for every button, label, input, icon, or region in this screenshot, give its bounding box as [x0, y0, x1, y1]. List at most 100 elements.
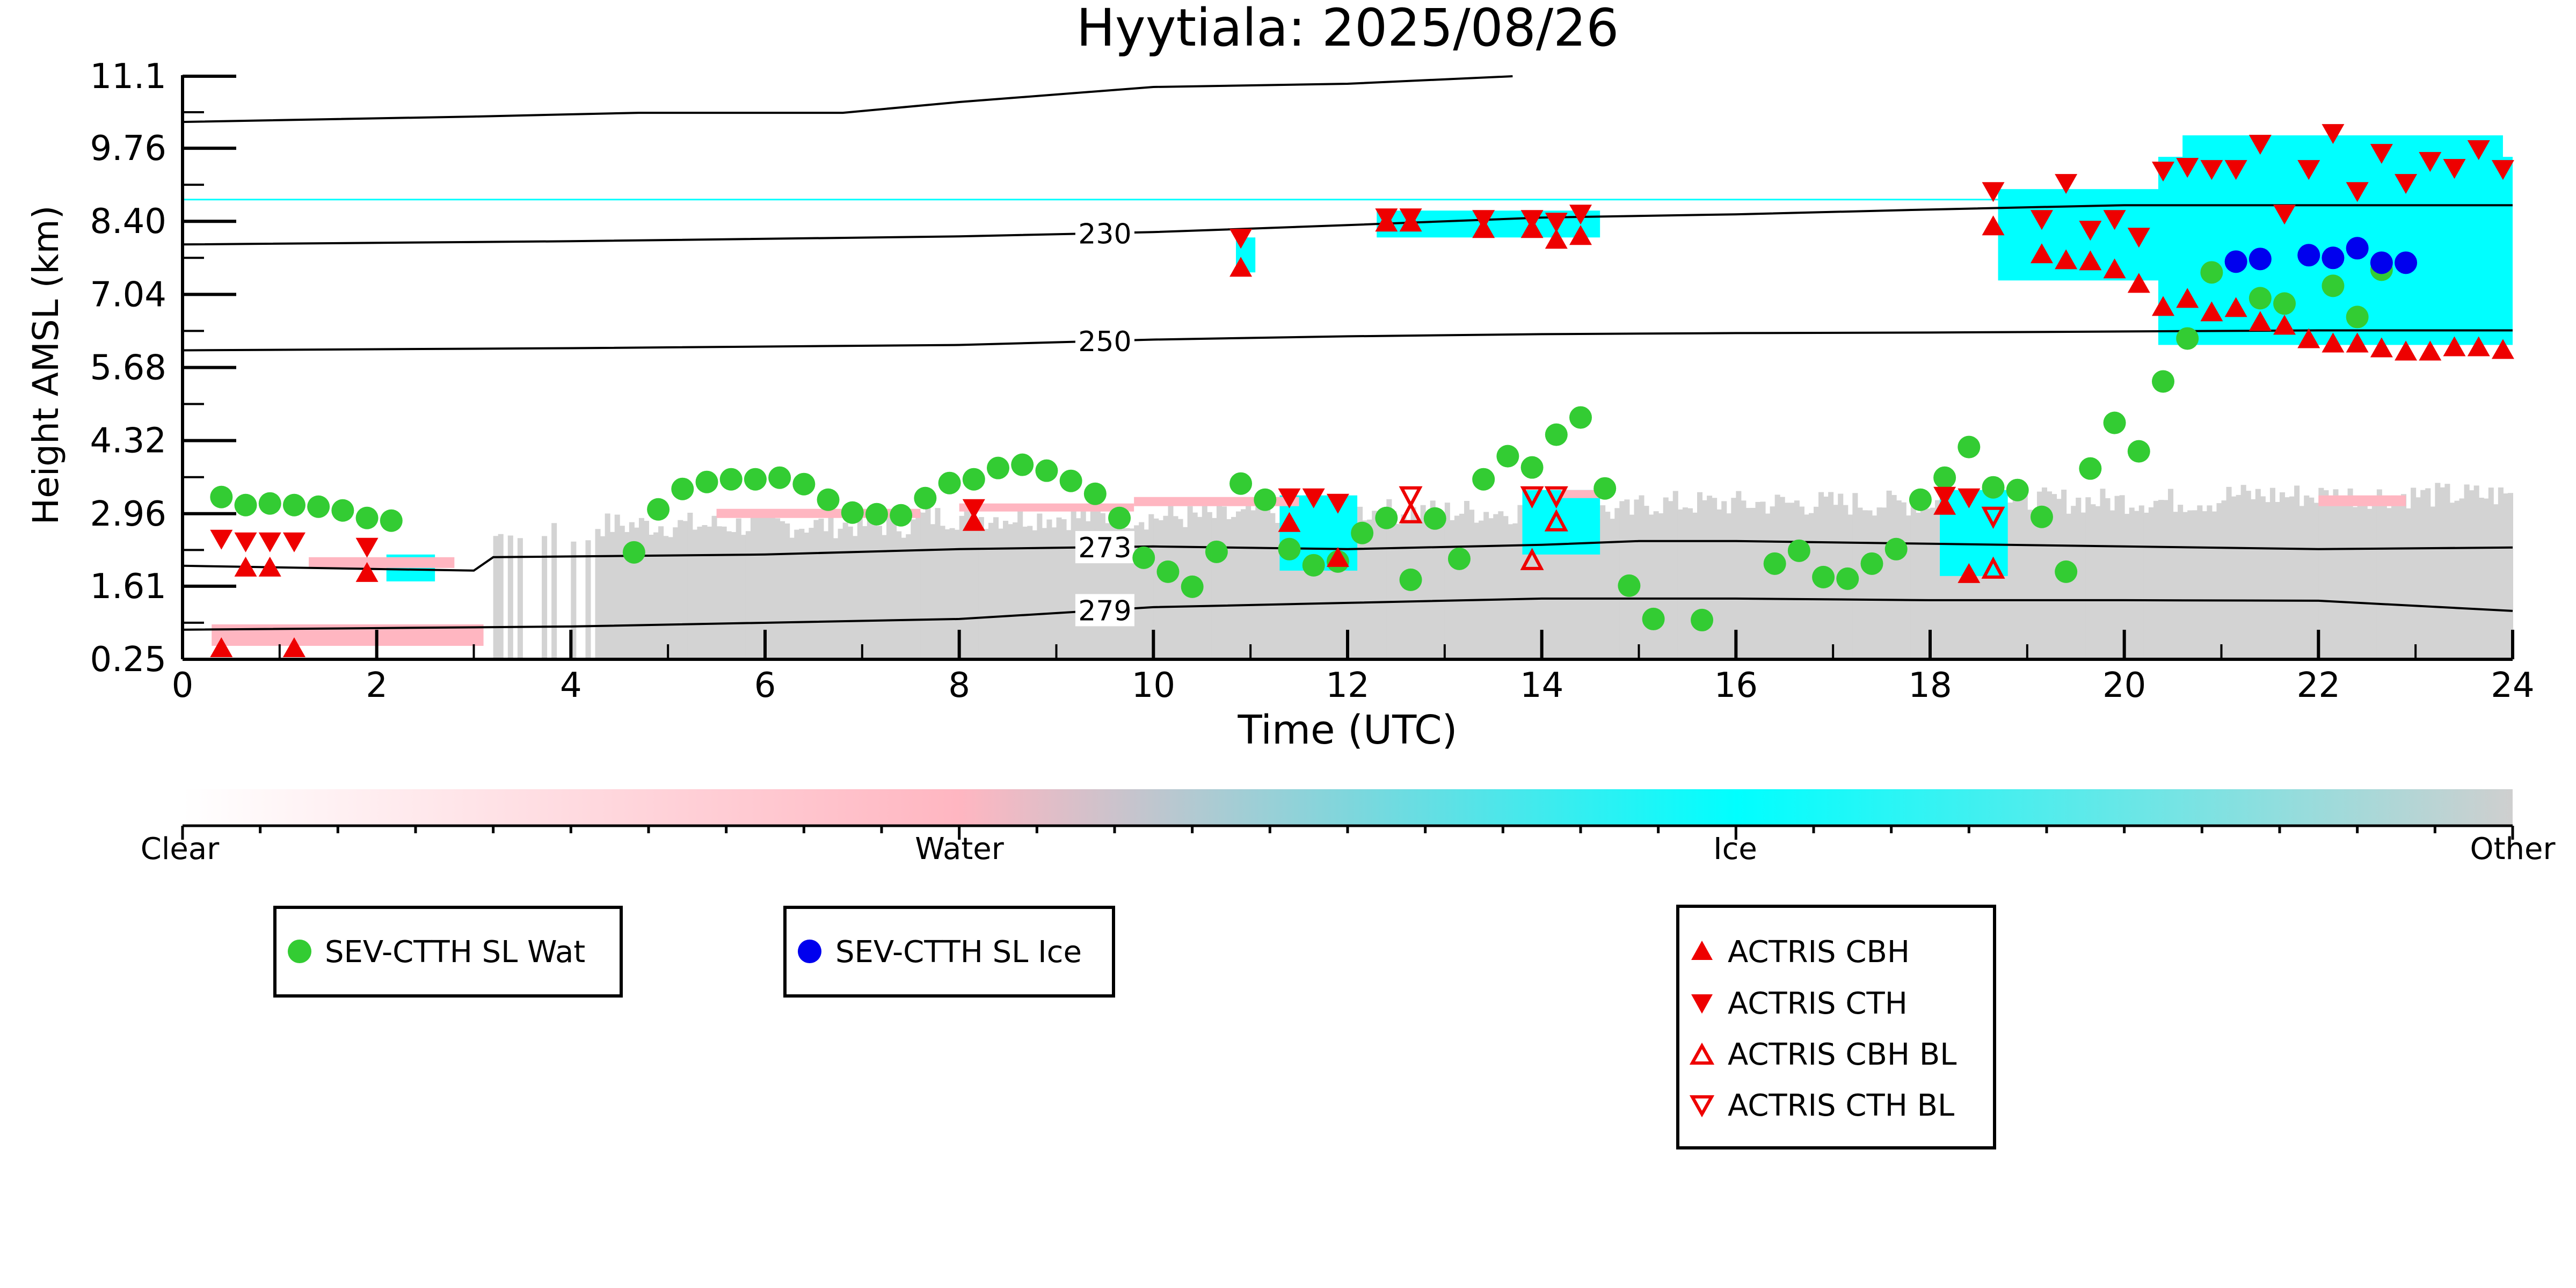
sev-ctth-sl-wat-point [1254, 488, 1277, 511]
other-class-column [1969, 514, 1975, 659]
actris-cbh-bl-point [1544, 509, 1568, 532]
other-class-column [1430, 500, 1436, 659]
sev-ctth-sl-wat-point [695, 470, 718, 493]
other-class-column [1876, 507, 1882, 659]
sev-ctth-sl-wat-point [234, 493, 257, 516]
other-class-column [1614, 508, 1620, 659]
other-class-column [1726, 513, 1732, 659]
marker-layer [210, 124, 2514, 657]
actris-cbh-point [962, 511, 985, 531]
other-class-column [770, 515, 776, 659]
water-class-region [1561, 490, 1600, 498]
other-class-column [1731, 498, 1737, 659]
other-class-column [1304, 504, 1309, 659]
sev-ctth-sl-wat-point [671, 477, 694, 500]
other-class-column [2022, 490, 2028, 659]
colorbar: Clear Water Ice Other [141, 789, 2556, 867]
actris-cth-bl-point [1520, 486, 1544, 509]
other-class-column [1663, 497, 1669, 659]
sev-ctth-sl-wat-point [210, 485, 233, 508]
sev-ctth-sl-wat-point [1642, 607, 1665, 630]
isotherm-label: 273 [1078, 532, 1131, 564]
sev-ctth-sl-wat-point [1982, 476, 2005, 499]
other-class-column [920, 512, 926, 659]
x-tick-label: 2 [366, 666, 388, 705]
sev-ctth-sl-ice-point [2395, 251, 2418, 274]
sev-ctth-sl-wat-point [1351, 521, 1374, 544]
other-class-column [1202, 506, 1207, 659]
other-class-column [1551, 514, 1557, 659]
actris-cth-point [1933, 486, 1956, 507]
actris-cth-point [2055, 174, 2078, 194]
sev-ctth-sl-wat-point [1132, 546, 1155, 569]
actris-cth-point [1472, 210, 1495, 230]
sev-ctth-sl-wat-point [380, 509, 403, 532]
other-class-column [1231, 516, 1237, 659]
other-class-column [1925, 508, 1931, 659]
other-class-column [2265, 502, 2271, 659]
sev-ctth-sl-wat-point [914, 486, 937, 510]
cloud-classification-layer [183, 135, 2513, 659]
other-class-column [1362, 520, 1368, 659]
sev-ctth-sl-wat-point [307, 495, 330, 518]
other-class-column [2488, 487, 2494, 659]
legend-marker-sev-wat [288, 940, 311, 963]
legend-label-actris-cbh: ACTRIS CBH [1728, 935, 1910, 970]
actris-cbh-point [1982, 215, 2005, 236]
actris-cbh-point [2273, 315, 2296, 335]
other-class-column [2017, 488, 2023, 659]
x-tick-label: 18 [1908, 666, 1952, 705]
sev-ctth-sl-wat-point [2079, 457, 2102, 480]
other-class-column [740, 535, 746, 659]
other-class-column [1357, 506, 1363, 659]
other-class-column [1648, 514, 1654, 659]
actris-cth-point [2176, 158, 2199, 178]
actris-cth-point [2370, 144, 2393, 164]
other-class-column [1173, 516, 1178, 659]
other-class-column [1342, 498, 1348, 659]
other-class-column [1415, 519, 1421, 659]
isotherm-label: 230 [1078, 218, 1131, 250]
actris-cbh-point [1958, 563, 1981, 583]
other-class-column [1095, 511, 1101, 659]
sev-ctth-sl-wat-point [1472, 468, 1495, 491]
other-class-column [2047, 491, 2053, 659]
other-class-column [784, 523, 790, 659]
other-class-column [1745, 508, 1751, 659]
other-class-column [1570, 502, 1576, 659]
y-tick-label: 7.04 [90, 275, 167, 315]
sev-ctth-sl-ice-point [2297, 244, 2320, 267]
other-class-column [745, 531, 751, 659]
legend-marker-actris-cth-bl [1689, 1095, 1715, 1118]
isotherm-line-273 [182, 540, 2513, 572]
other-class-column [668, 537, 674, 659]
actris-cth-point [2200, 160, 2223, 180]
other-class-column [2469, 490, 2475, 659]
other-class-column [1046, 519, 1052, 659]
other-class-column [658, 526, 664, 659]
other-class-column [1794, 500, 1800, 659]
other-class-column [2435, 483, 2441, 659]
sev-ctth-sl-wat-point [1884, 537, 1908, 561]
other-class-column [638, 518, 644, 659]
other-class-column [1216, 504, 1222, 659]
other-class-column [2338, 506, 2344, 659]
other-class-column [891, 514, 897, 659]
other-class-column [1702, 500, 1708, 659]
other-class-column [789, 537, 795, 659]
actris-cbh-point [2443, 336, 2466, 356]
other-class-column [2381, 500, 2387, 659]
other-class-column [818, 518, 824, 659]
sev-ctth-sl-ice-point [2248, 248, 2272, 271]
other-class-column [2459, 498, 2465, 659]
other-class-column [1479, 520, 1485, 659]
other-class-column [842, 522, 848, 659]
other-class-column [780, 521, 785, 659]
legend-sev-ice: SEV-CTTH SL Ice [783, 906, 1115, 998]
other-class-column [2396, 497, 2402, 659]
isotherm-line-279 [182, 597, 2513, 631]
sev-ctth-sl-wat-point [2346, 305, 2369, 329]
other-class-column [498, 534, 504, 659]
other-class-column [925, 507, 931, 659]
